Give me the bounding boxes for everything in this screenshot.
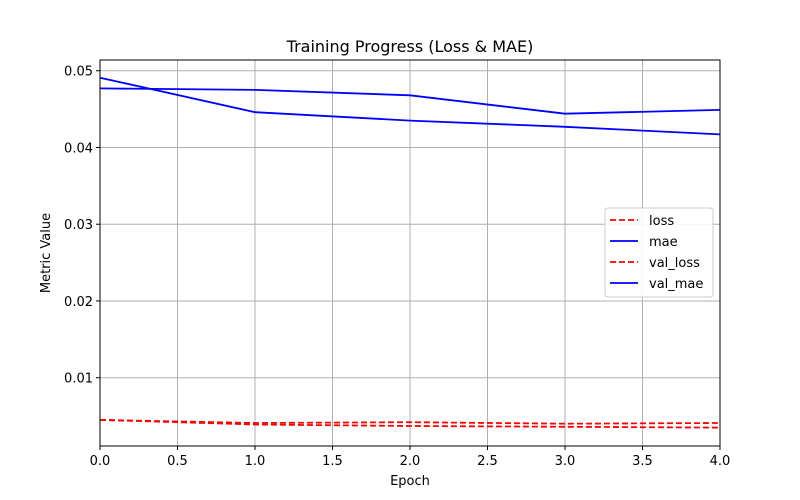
x-tick-label: 3.5 — [632, 454, 653, 469]
legend-box — [604, 207, 714, 298]
y-axis-label: Metric Value — [39, 213, 54, 293]
x-tick-label: 0.0 — [90, 454, 111, 469]
x-tick-label: 1.0 — [245, 454, 266, 469]
series-line-mae — [99, 76, 721, 136]
y-tick-label: 0.02 — [64, 295, 93, 310]
y-tick-label: 0.01 — [64, 372, 93, 387]
legend-label: loss — [649, 214, 674, 229]
x-tick-label: 3.0 — [555, 454, 576, 469]
legend-label: val_mae — [649, 277, 703, 292]
series-line-val-mae — [99, 87, 721, 115]
series-layer — [99, 76, 721, 429]
x-tick-label: 2.5 — [477, 454, 498, 469]
series-line-loss — [99, 419, 721, 425]
series-line-val-loss — [99, 419, 721, 429]
chart-title: Training Progress (Loss & MAE) — [286, 37, 534, 56]
y-tick-label: 0.05 — [64, 65, 93, 80]
y-tick-label: 0.03 — [64, 218, 93, 233]
x-tick-label: 4.0 — [710, 454, 731, 469]
y-tick-label: 0.04 — [64, 141, 93, 156]
x-axis: 0.0 0.5 1.0 1.5 2.0 2.5 3.0 3.5 4.0 — [90, 446, 731, 469]
x-tick-label: 1.5 — [322, 454, 343, 469]
legend-label: mae — [649, 235, 678, 250]
legend-label: val_loss — [649, 256, 700, 271]
x-tick-label: 2.0 — [400, 454, 421, 469]
y-axis: 0.01 0.02 0.03 0.04 0.05 — [64, 65, 100, 387]
x-tick-label: 0.5 — [167, 454, 188, 469]
x-axis-label: Epoch — [390, 474, 430, 489]
legend: loss mae val_loss val_mae — [604, 207, 714, 298]
